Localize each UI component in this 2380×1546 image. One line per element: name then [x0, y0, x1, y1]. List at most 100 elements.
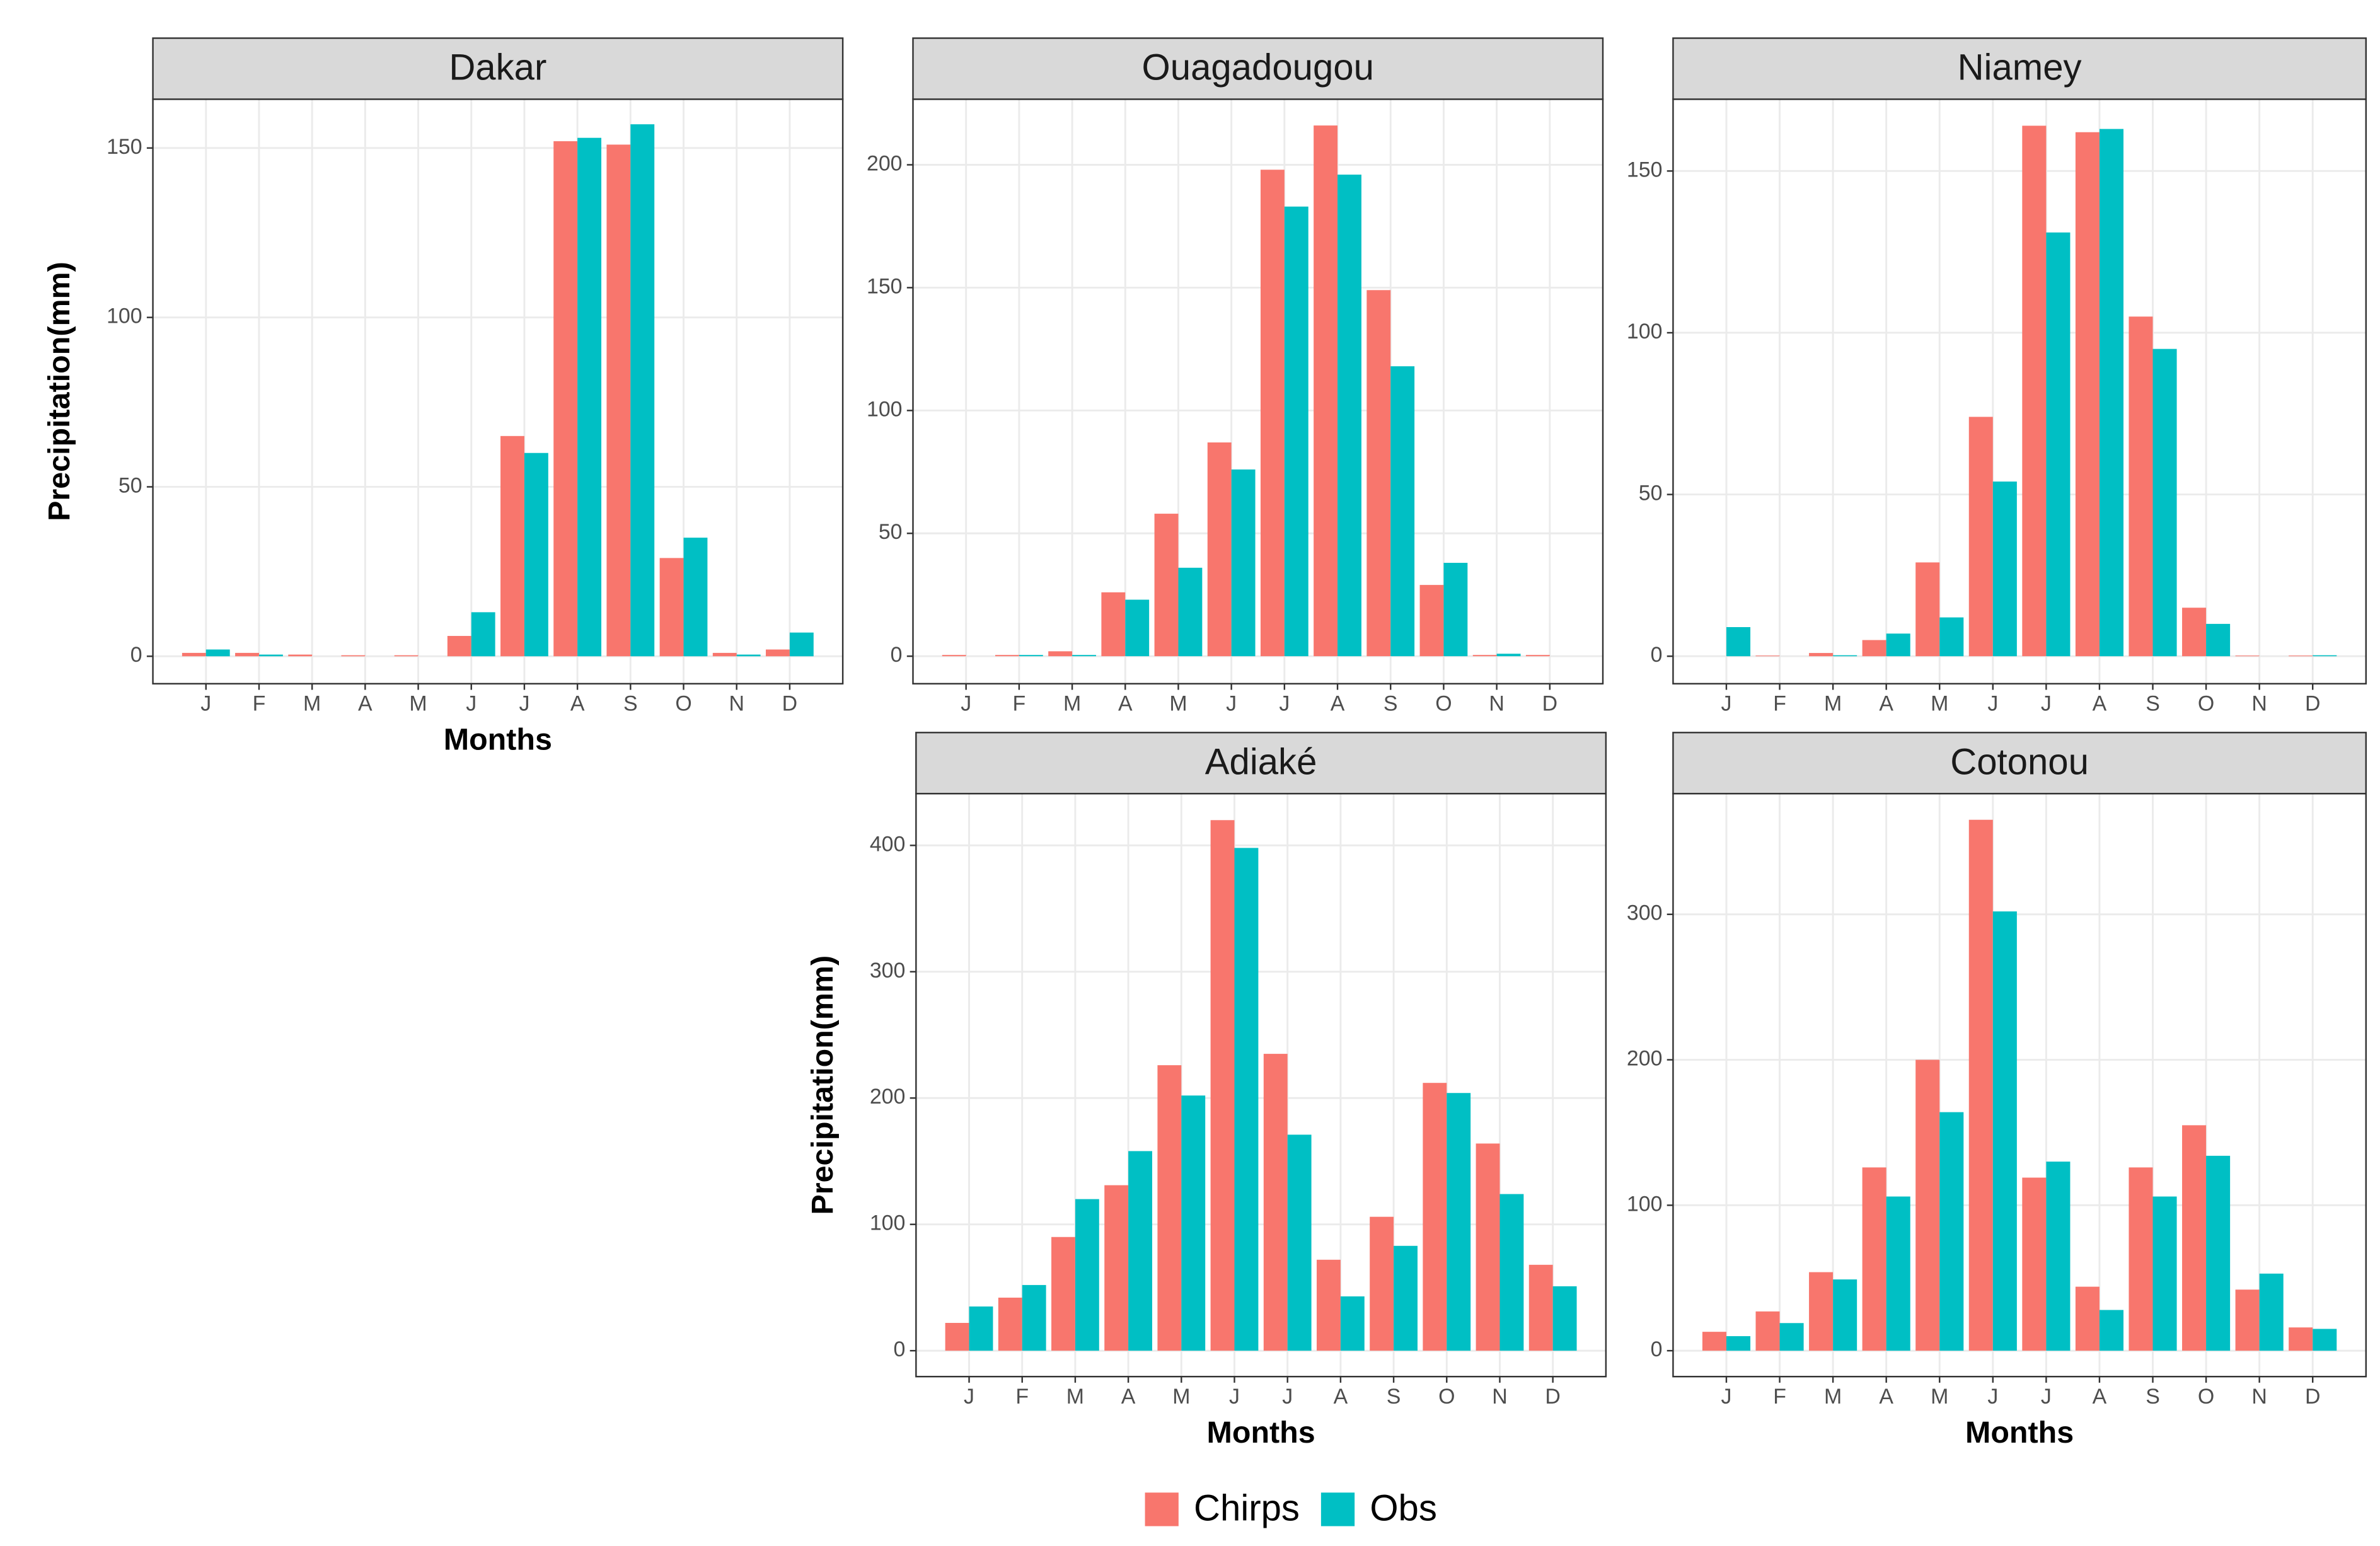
bar	[995, 655, 1019, 657]
x-tick-label: S	[1387, 1385, 1401, 1409]
bar	[1104, 1185, 1129, 1351]
x-tick-label: M	[1172, 1385, 1190, 1409]
x-tick-label: F	[1013, 692, 1026, 716]
bar	[1472, 655, 1497, 657]
bar	[500, 436, 524, 657]
bar	[2129, 1167, 2153, 1351]
panel-title: Niamey	[1958, 47, 2082, 88]
bar	[1447, 1093, 1471, 1351]
bar	[1260, 170, 1285, 657]
strip	[1672, 37, 2367, 100]
panel-title: Dakar	[449, 47, 546, 88]
x-tick-label: N	[1489, 692, 1504, 716]
x-tick-label: M	[1824, 1385, 1842, 1409]
y-tick-label: 200	[867, 151, 903, 175]
bar	[1366, 290, 1391, 657]
x-tick-label: M	[1931, 692, 1948, 716]
bar	[2289, 1327, 2313, 1351]
x-tick-label: J	[466, 692, 477, 716]
bar	[969, 1306, 993, 1351]
bar	[945, 1323, 969, 1351]
panel-background	[913, 99, 1603, 684]
x-tick-label: J	[519, 692, 529, 716]
x-tick-label: M	[409, 692, 427, 716]
x-tick-label: M	[1824, 692, 1842, 716]
bar	[258, 654, 283, 657]
legend-label: Obs	[1370, 1488, 1437, 1529]
y-tick-label: 150	[1627, 158, 1663, 182]
bar	[1886, 1196, 1910, 1351]
x-tick-label: J	[2041, 1385, 2052, 1409]
bar	[1726, 1336, 1751, 1351]
bar	[1263, 1054, 1288, 1351]
x-tick-label: A	[358, 692, 373, 716]
x-tick-label: D	[1542, 692, 1557, 716]
bar	[1833, 655, 1857, 657]
y-tick-label: 100	[107, 304, 142, 328]
bar	[1154, 514, 1179, 657]
bar	[1340, 1296, 1365, 1351]
bar	[471, 612, 495, 657]
bar	[1048, 651, 1073, 657]
bar	[1443, 563, 1468, 657]
bar	[235, 652, 259, 657]
bar	[1207, 442, 1232, 657]
bar	[1862, 640, 1886, 657]
x-axis-title: Months	[1965, 1416, 2074, 1450]
x-tick-label: D	[2305, 1385, 2320, 1409]
bar	[447, 636, 471, 657]
bar	[659, 558, 684, 657]
y-tick-label: 100	[1627, 1192, 1663, 1216]
bar	[2099, 1310, 2124, 1351]
panel-background	[153, 99, 843, 684]
y-tick-label: 0	[130, 643, 142, 667]
bar	[736, 654, 761, 657]
bar	[2313, 1329, 2337, 1351]
bar	[2075, 1286, 2100, 1351]
x-axis-title: Months	[444, 723, 552, 757]
bar	[606, 144, 631, 657]
x-tick-label: F	[253, 692, 266, 716]
bar	[2289, 655, 2313, 657]
y-tick-label: 50	[118, 473, 142, 497]
bar	[2046, 232, 2071, 657]
bar	[553, 141, 578, 657]
y-axis-title: Precipitation(mm)	[806, 955, 840, 1215]
x-tick-label: A	[1879, 692, 1893, 716]
bar	[1809, 653, 1834, 657]
x-axis-title: Months	[1207, 1416, 1315, 1450]
bar	[2152, 349, 2177, 657]
x-tick-label: F	[1773, 1385, 1786, 1409]
x-tick-label: O	[2198, 1385, 2214, 1409]
x-tick-label: J	[964, 1385, 974, 1409]
x-tick-label: N	[2251, 1385, 2267, 1409]
bar	[1476, 1143, 1500, 1351]
bar	[712, 652, 737, 657]
bar	[1234, 848, 1259, 1351]
y-tick-label: 0	[1651, 643, 1663, 667]
bar	[789, 632, 814, 657]
x-tick-label: A	[1331, 692, 1345, 716]
bar	[1022, 1284, 1046, 1351]
x-tick-label: O	[2198, 692, 2214, 716]
x-tick-label: J	[2041, 692, 2052, 716]
x-tick-label: D	[2305, 692, 2320, 716]
legend-label: Chirps	[1194, 1488, 1300, 1529]
bar	[577, 137, 602, 657]
x-tick-label: O	[675, 692, 691, 716]
y-axis-title: Precipitation(mm)	[42, 262, 76, 521]
bar	[1755, 655, 1780, 657]
x-tick-label: M	[303, 692, 321, 716]
bar	[1419, 585, 1444, 657]
y-tick-label: 0	[894, 1337, 906, 1361]
bar	[1939, 617, 1964, 657]
bar	[1317, 1259, 1341, 1351]
x-tick-label: J	[1226, 692, 1237, 716]
bar	[1075, 1199, 1099, 1351]
bar	[2075, 132, 2100, 657]
x-tick-label: J	[1987, 692, 1998, 716]
bar	[1231, 469, 1256, 657]
x-tick-label: D	[1545, 1385, 1560, 1409]
bar	[1528, 1264, 1553, 1351]
